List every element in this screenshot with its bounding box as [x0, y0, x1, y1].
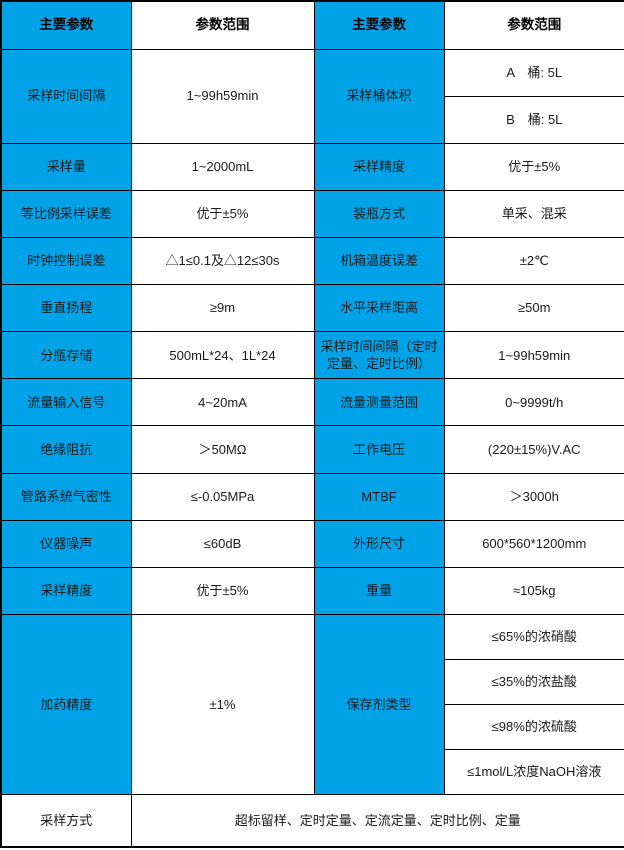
header-main-param-right: 主要参数: [313, 0, 445, 50]
value-cell: ±1%: [130, 613, 315, 796]
param-cell: 管路系统气密性: [0, 472, 132, 521]
value-cell: 4~20mA: [130, 378, 315, 427]
value-subcell: ≤35%的浓盐酸: [443, 659, 624, 706]
param-cell: 采样时间间隔: [0, 48, 132, 144]
value-cell: 500mL*24、1L*24: [130, 331, 315, 380]
value-cell: 优于±5%: [130, 189, 315, 239]
param-cell: 流量测量范围: [313, 378, 445, 427]
param-cell: MTBF: [313, 472, 445, 521]
value-subcell: ≤65%的浓硝酸: [443, 613, 624, 661]
param-cell: 重量: [313, 566, 445, 615]
value-cell: ＞3000h: [443, 472, 624, 521]
table-row: 仪器噪声 ≤60dB 外形尺寸 600*560*1200mm: [0, 519, 624, 568]
header-param-range-left: 参数范围: [130, 0, 315, 50]
table-row: B 桶: 5L: [1, 95, 624, 144]
param-cell: 分瓶存储: [0, 331, 132, 380]
table-row: 绝缘阻抗 ＞50MΩ 工作电压 (220±15%)V.AC: [0, 425, 624, 474]
value-cell: 单采、混采: [443, 189, 624, 239]
param-cell: 等比例采样误差: [0, 189, 132, 239]
table-row: 时钟控制误差 △1≤0.1及△12≤30s 机箱温度误差 ±2℃: [0, 237, 624, 286]
value-cell: 1~2000mL: [130, 142, 315, 191]
value-cell: ±2℃: [443, 237, 624, 286]
value-cell: 0~9999t/h: [443, 378, 624, 427]
header-param-range-right: 参数范围: [443, 0, 624, 50]
value-cell: ＞50MΩ: [130, 425, 315, 474]
table-row: 等比例采样误差 优于±5% 装瓶方式 单采、混采: [0, 189, 624, 239]
value-cell: (220±15%)V.AC: [443, 425, 624, 474]
value-cell: ≤-0.05MPa: [130, 472, 315, 521]
table-row: 采样方式 超标留样、定时定量、定流定量、定时比例、定量: [0, 794, 624, 848]
param-cell: 流量输入信号: [0, 378, 132, 427]
table-row: 加药精度 ±1% 保存剂类型 ≤65%的浓硝酸: [0, 613, 624, 796]
param-cell: 仪器噪声: [0, 519, 132, 568]
param-cell: 采样精度: [313, 142, 445, 191]
param-cell: 时钟控制误差: [0, 237, 132, 286]
value-subcell: ≤98%的浓硫酸: [443, 704, 624, 751]
value-cell: 1~99h59min: [130, 48, 315, 144]
value-cell: ≥50m: [443, 284, 624, 333]
param-cell: 采样桶体积: [313, 48, 445, 144]
value-cell: 600*560*1200mm: [443, 519, 624, 568]
table-row: 采样精度 优于±5% 重量 ≈105kg: [0, 566, 624, 615]
value-cell: ≥9m: [130, 284, 315, 333]
value-cell: 优于±5%: [443, 142, 624, 191]
table-row: 垂直扬程 ≥9m 水平采样距离 ≥50m: [0, 284, 624, 333]
table-row: ≤98%的浓硫酸: [1, 704, 624, 751]
table-row: ≤35%的浓盐酸: [1, 659, 624, 706]
param-cell: 机箱温度误差: [313, 237, 445, 286]
param-cell: 采样精度: [0, 566, 132, 615]
value-subcell: ≤1mol/L浓度NaOH溶液: [443, 749, 624, 796]
param-cell: 绝缘阻抗: [0, 425, 132, 474]
value-subcell: A 桶: 5L: [443, 48, 624, 97]
param-cell: 外形尺寸: [313, 519, 445, 568]
param-cell: 采样方式: [0, 794, 132, 848]
param-cell: 采样时间间隔（定时定量、定时比例）: [313, 331, 445, 380]
value-cell: △1≤0.1及△12≤30s: [130, 237, 315, 286]
param-cell: 工作电压: [313, 425, 445, 474]
param-cell: 垂直扬程: [0, 284, 132, 333]
value-cell: ≤60dB: [130, 519, 315, 568]
value-subcell: B 桶: 5L: [443, 95, 624, 144]
param-cell: 水平采样距离: [313, 284, 445, 333]
table-row: 采样时间间隔 1~99h59min 采样桶体积 A 桶: 5L: [0, 48, 624, 144]
value-cell: ≈105kg: [443, 566, 624, 615]
table-header-row: 主要参数 参数范围 主要参数 参数范围: [0, 0, 624, 50]
header-main-param-left: 主要参数: [0, 0, 132, 50]
param-cell: 采样量: [0, 142, 132, 191]
table-row: 分瓶存储 500mL*24、1L*24 采样时间间隔（定时定量、定时比例） 1~…: [0, 331, 624, 380]
value-cell-merged: 超标留样、定时定量、定流定量、定时比例、定量: [130, 794, 624, 848]
value-cell: 1~99h59min: [443, 331, 624, 380]
param-cell: 加药精度: [0, 613, 132, 796]
value-cell: 优于±5%: [130, 566, 315, 615]
table-row: 管路系统气密性 ≤-0.05MPa MTBF ＞3000h: [0, 472, 624, 521]
table-row: 采样量 1~2000mL 采样精度 优于±5%: [0, 142, 624, 191]
param-cell: 装瓶方式: [313, 189, 445, 239]
param-cell: 保存剂类型: [313, 613, 445, 796]
table-row: 流量输入信号 4~20mA 流量测量范围 0~9999t/h: [0, 378, 624, 427]
